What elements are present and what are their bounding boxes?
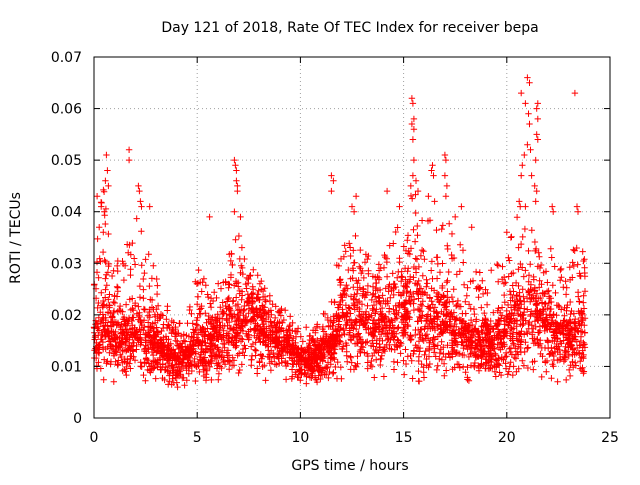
y-tick-label: 0.07 <box>51 50 82 66</box>
y-tick-label: 0.01 <box>51 359 82 375</box>
data-points <box>90 74 589 391</box>
y-tick-label: 0.04 <box>51 205 82 221</box>
x-tick-label: 0 <box>90 430 99 446</box>
y-tick-label: 0.03 <box>51 256 82 272</box>
y-tick-label: 0 <box>73 411 82 427</box>
x-tick-label: 20 <box>498 430 516 446</box>
chart-title: Day 121 of 2018, Rate Of TEC Index for r… <box>161 20 538 36</box>
x-tick-label: 10 <box>291 430 309 446</box>
plot-frame <box>93 56 611 419</box>
axis-ticks: 0 5 10 15 20 25 0 0.01 0.02 0.03 0.04 0.05 0.06 0.07 <box>51 50 619 446</box>
x-tick-label: 25 <box>601 430 619 446</box>
y-tick-label: 0.06 <box>51 102 82 118</box>
x-axis-label: GPS time / hours <box>291 458 408 474</box>
roti-point-markers <box>90 74 589 391</box>
y-tick-label: 0.02 <box>51 308 82 324</box>
y-axis-label: ROTI / TECUs <box>8 192 24 284</box>
x-tick-label: 15 <box>395 430 413 446</box>
y-tick-label: 0.05 <box>51 153 82 169</box>
x-tick-label: 5 <box>193 430 202 446</box>
